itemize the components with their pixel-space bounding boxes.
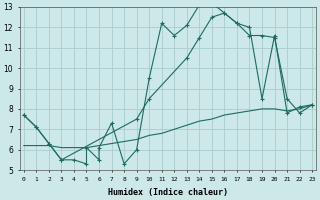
X-axis label: Humidex (Indice chaleur): Humidex (Indice chaleur) — [108, 188, 228, 197]
